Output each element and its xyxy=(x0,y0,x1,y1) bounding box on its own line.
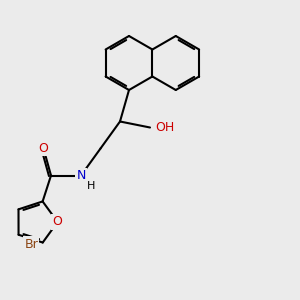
Text: N: N xyxy=(76,169,86,182)
Text: O: O xyxy=(39,142,48,155)
Text: H: H xyxy=(87,181,96,191)
Text: OH: OH xyxy=(155,121,175,134)
Text: O: O xyxy=(53,215,62,229)
Text: Br: Br xyxy=(25,238,38,250)
